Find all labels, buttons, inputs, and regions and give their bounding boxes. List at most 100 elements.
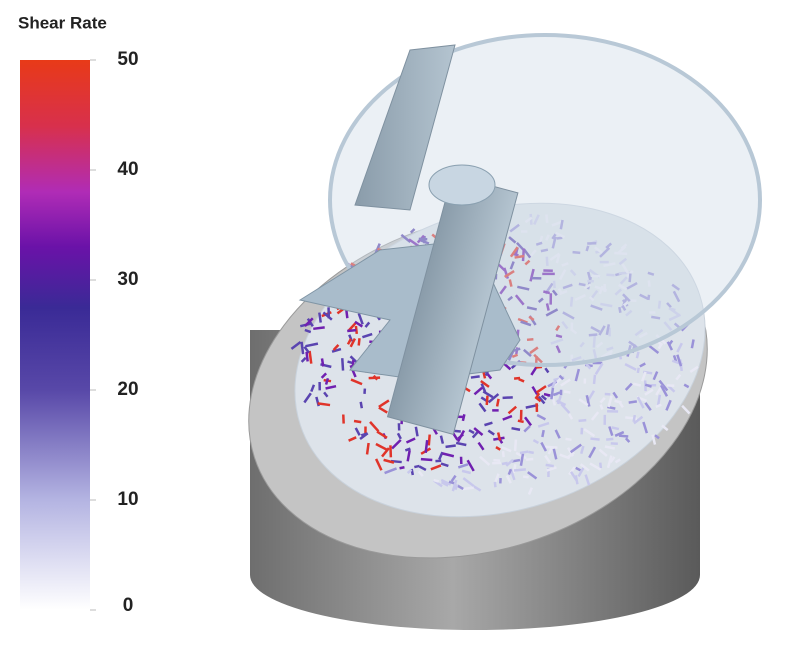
- particle: [376, 430, 388, 439]
- colorbar-ticks: 0 10 20 30 40 50: [90, 49, 139, 616]
- particle: [528, 450, 534, 455]
- particle: [322, 311, 333, 321]
- particle: [545, 463, 554, 468]
- particle: [565, 437, 572, 442]
- particle: [571, 355, 582, 362]
- particle: [514, 254, 525, 259]
- particle: [552, 280, 556, 289]
- particle: [324, 377, 330, 385]
- tick-label: 50: [117, 49, 138, 70]
- particle: [666, 302, 672, 309]
- particle: [535, 365, 543, 369]
- particle: [628, 340, 638, 349]
- particle: [461, 469, 472, 475]
- particle: [494, 473, 500, 483]
- particle: [499, 285, 507, 295]
- particle: [354, 427, 361, 436]
- particle: [349, 338, 357, 348]
- particle: [561, 320, 569, 330]
- particle: [663, 321, 673, 331]
- particle: [552, 448, 558, 460]
- particle: [580, 445, 585, 455]
- particle: [551, 220, 564, 227]
- particle: [430, 464, 442, 471]
- particle: [487, 429, 495, 436]
- particle: [410, 468, 415, 476]
- colorbar: [20, 60, 90, 610]
- particle: [529, 346, 539, 355]
- particle: [690, 339, 695, 349]
- tick-label: 30: [117, 269, 138, 290]
- particle: [568, 413, 574, 420]
- particle: [636, 396, 645, 409]
- particle: [540, 441, 548, 452]
- particle: [375, 442, 388, 451]
- particle: [418, 465, 427, 472]
- particle: [540, 248, 549, 253]
- particle: [354, 320, 364, 328]
- particle: [439, 435, 445, 444]
- particle: [628, 273, 632, 283]
- particle: [655, 403, 662, 408]
- particle: [539, 235, 544, 243]
- particle: [511, 426, 521, 431]
- particle: [551, 233, 557, 240]
- particle: [588, 333, 598, 337]
- particle: [652, 371, 659, 381]
- particle: [529, 268, 535, 282]
- particle: [300, 341, 305, 355]
- particle: [681, 404, 691, 415]
- particle: [545, 214, 549, 224]
- tick-label: 40: [117, 159, 138, 180]
- particle: [676, 342, 683, 353]
- particle: [504, 270, 515, 279]
- particle: [585, 395, 591, 407]
- particle: [607, 405, 616, 410]
- particle: [529, 249, 537, 257]
- particle: [300, 356, 307, 363]
- particle: [461, 414, 466, 422]
- particle: [517, 285, 530, 291]
- particle: [657, 300, 662, 309]
- particle: [624, 363, 637, 371]
- particle: [545, 234, 550, 241]
- particle: [605, 324, 611, 336]
- particle: [501, 461, 508, 466]
- particle: [619, 276, 628, 285]
- particle: [626, 281, 638, 290]
- particle: [519, 453, 525, 466]
- particle: [509, 261, 515, 270]
- particle: [508, 279, 513, 287]
- particle: [606, 346, 614, 352]
- tick-label: 10: [117, 489, 138, 510]
- particle: [635, 351, 640, 359]
- particle: [647, 294, 651, 301]
- particle: [644, 402, 652, 411]
- particle: [590, 437, 600, 441]
- particle: [599, 404, 604, 410]
- particle: [632, 382, 641, 387]
- particle: [676, 354, 683, 367]
- particle: [464, 387, 471, 393]
- particle: [331, 347, 342, 353]
- particle: [496, 432, 502, 441]
- particle: [618, 283, 627, 291]
- particle: [659, 384, 669, 397]
- particle: [566, 447, 574, 457]
- particle: [304, 328, 312, 334]
- particle: [541, 429, 545, 438]
- particle: [550, 338, 564, 345]
- particle: [532, 439, 540, 445]
- particle: [588, 296, 595, 302]
- particle: [633, 415, 644, 425]
- particle: [585, 245, 590, 252]
- particle: [354, 325, 359, 335]
- particle: [424, 439, 429, 453]
- particle: [614, 458, 621, 464]
- particle: [501, 450, 505, 458]
- particle: [513, 439, 518, 452]
- particle: [303, 345, 310, 354]
- particle: [554, 429, 561, 439]
- particle: [360, 432, 368, 437]
- particle: [399, 466, 405, 470]
